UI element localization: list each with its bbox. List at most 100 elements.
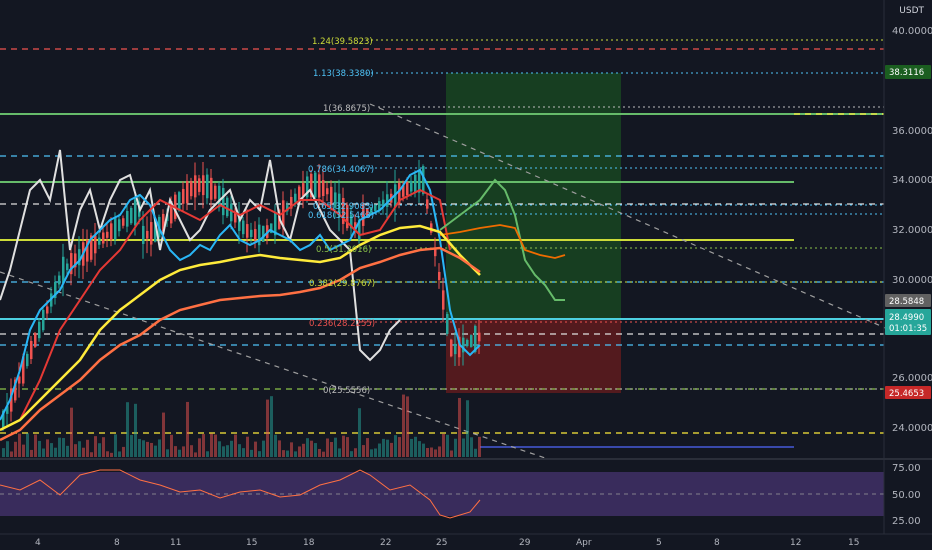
candle-body (90, 235, 93, 260)
fib-label-0.236: 0.236(28.2255) (309, 319, 375, 329)
candle-body (442, 290, 445, 310)
candle-body (466, 339, 469, 347)
volume-bar (70, 407, 73, 457)
candle-body (418, 170, 421, 193)
candle-body (286, 205, 289, 212)
volume-bar (66, 445, 69, 457)
candle-body (126, 210, 129, 227)
volume-bar (358, 408, 361, 457)
volume-bar (174, 446, 177, 457)
volume-bar (78, 441, 81, 457)
volume-bar (166, 449, 169, 457)
time-tick: 8 (714, 538, 720, 548)
time-tick: 15 (848, 538, 859, 548)
candle-body (254, 229, 257, 241)
volume-bar (218, 441, 221, 457)
volume-bar (98, 443, 101, 457)
volume-bar (50, 443, 53, 457)
volume-bar (74, 444, 77, 457)
volume-bar (82, 447, 85, 457)
candle-body (206, 174, 209, 199)
volume-bar (94, 436, 97, 457)
candle-body (366, 208, 369, 218)
price-axis-scale-handle[interactable] (886, 0, 932, 534)
volume-bar (322, 451, 325, 457)
candle-body (226, 197, 229, 217)
candle-body (186, 180, 189, 204)
volume-bar (418, 441, 421, 457)
volume-bar (302, 443, 305, 457)
volume-bar (34, 434, 37, 457)
candle-body (246, 224, 249, 238)
volume-bar (46, 439, 49, 457)
volume-bar (154, 445, 157, 457)
candle-body (58, 275, 61, 285)
volume-bar (238, 444, 241, 457)
volume-bar (42, 448, 45, 457)
volume-bar (366, 438, 369, 457)
candle-body (242, 220, 245, 235)
volume-bar (270, 396, 273, 457)
stop-price-tag: 25.4653 (889, 389, 924, 399)
volume-bar (310, 440, 313, 457)
candle-body (386, 194, 389, 207)
candle-body (14, 379, 17, 401)
volume-bar (178, 449, 181, 457)
candle-body (118, 219, 121, 232)
volume-bar (422, 443, 425, 457)
volume-bar (90, 452, 93, 457)
candle-body (430, 223, 433, 233)
candle-body (298, 186, 301, 200)
candle-body (294, 193, 297, 202)
volume-bar (194, 452, 197, 457)
candle-body (110, 223, 113, 240)
volume-bar (290, 442, 293, 457)
volume-bar (170, 434, 173, 457)
candle-body (358, 220, 361, 240)
candle-body (270, 223, 273, 234)
rsi-tick: 50.00 (892, 490, 921, 501)
candle-body (210, 177, 213, 200)
candle-body (302, 183, 305, 196)
candle-body (170, 201, 173, 224)
time-tick: 18 (303, 538, 315, 548)
volume-bar (182, 446, 185, 457)
volume-bar (226, 445, 229, 457)
volume-bar (250, 449, 253, 457)
volume-bar (186, 401, 189, 457)
candle-body (410, 180, 413, 192)
volume-bar (346, 437, 349, 457)
volume-bar (282, 450, 285, 457)
rsi-tick: 75.00 (892, 463, 921, 474)
candle-body (314, 172, 317, 198)
volume-bar (414, 436, 417, 457)
candle-body (78, 249, 81, 266)
candle-body (214, 185, 217, 199)
candle-body (154, 219, 157, 242)
volume-bar (342, 435, 345, 457)
candle-body (370, 207, 373, 214)
candle-body (142, 225, 145, 244)
fib-label-0: 0(25.5556) (323, 386, 370, 396)
volume-bar (474, 448, 477, 457)
volume-bar (438, 446, 441, 457)
candle-body (334, 192, 337, 208)
candle-body (114, 217, 117, 240)
candle-body (238, 215, 241, 231)
volume-bar (446, 434, 449, 457)
volume-bar (454, 438, 457, 457)
candle-body (458, 336, 461, 358)
time-tick: 5 (656, 538, 662, 548)
candle-body (258, 224, 261, 246)
fib-label-0.382: 0.382(29.8767) (309, 279, 375, 289)
candle-body (414, 174, 417, 193)
candle-body (378, 201, 381, 210)
time-tick: 12 (790, 538, 801, 548)
fib-label-1.24: 1.24(39.5823) (312, 37, 373, 47)
volume-bar (330, 442, 333, 457)
candle-body (106, 231, 109, 238)
volume-bar (462, 438, 465, 457)
volume-bar (274, 434, 277, 457)
volume-bar (326, 438, 329, 457)
